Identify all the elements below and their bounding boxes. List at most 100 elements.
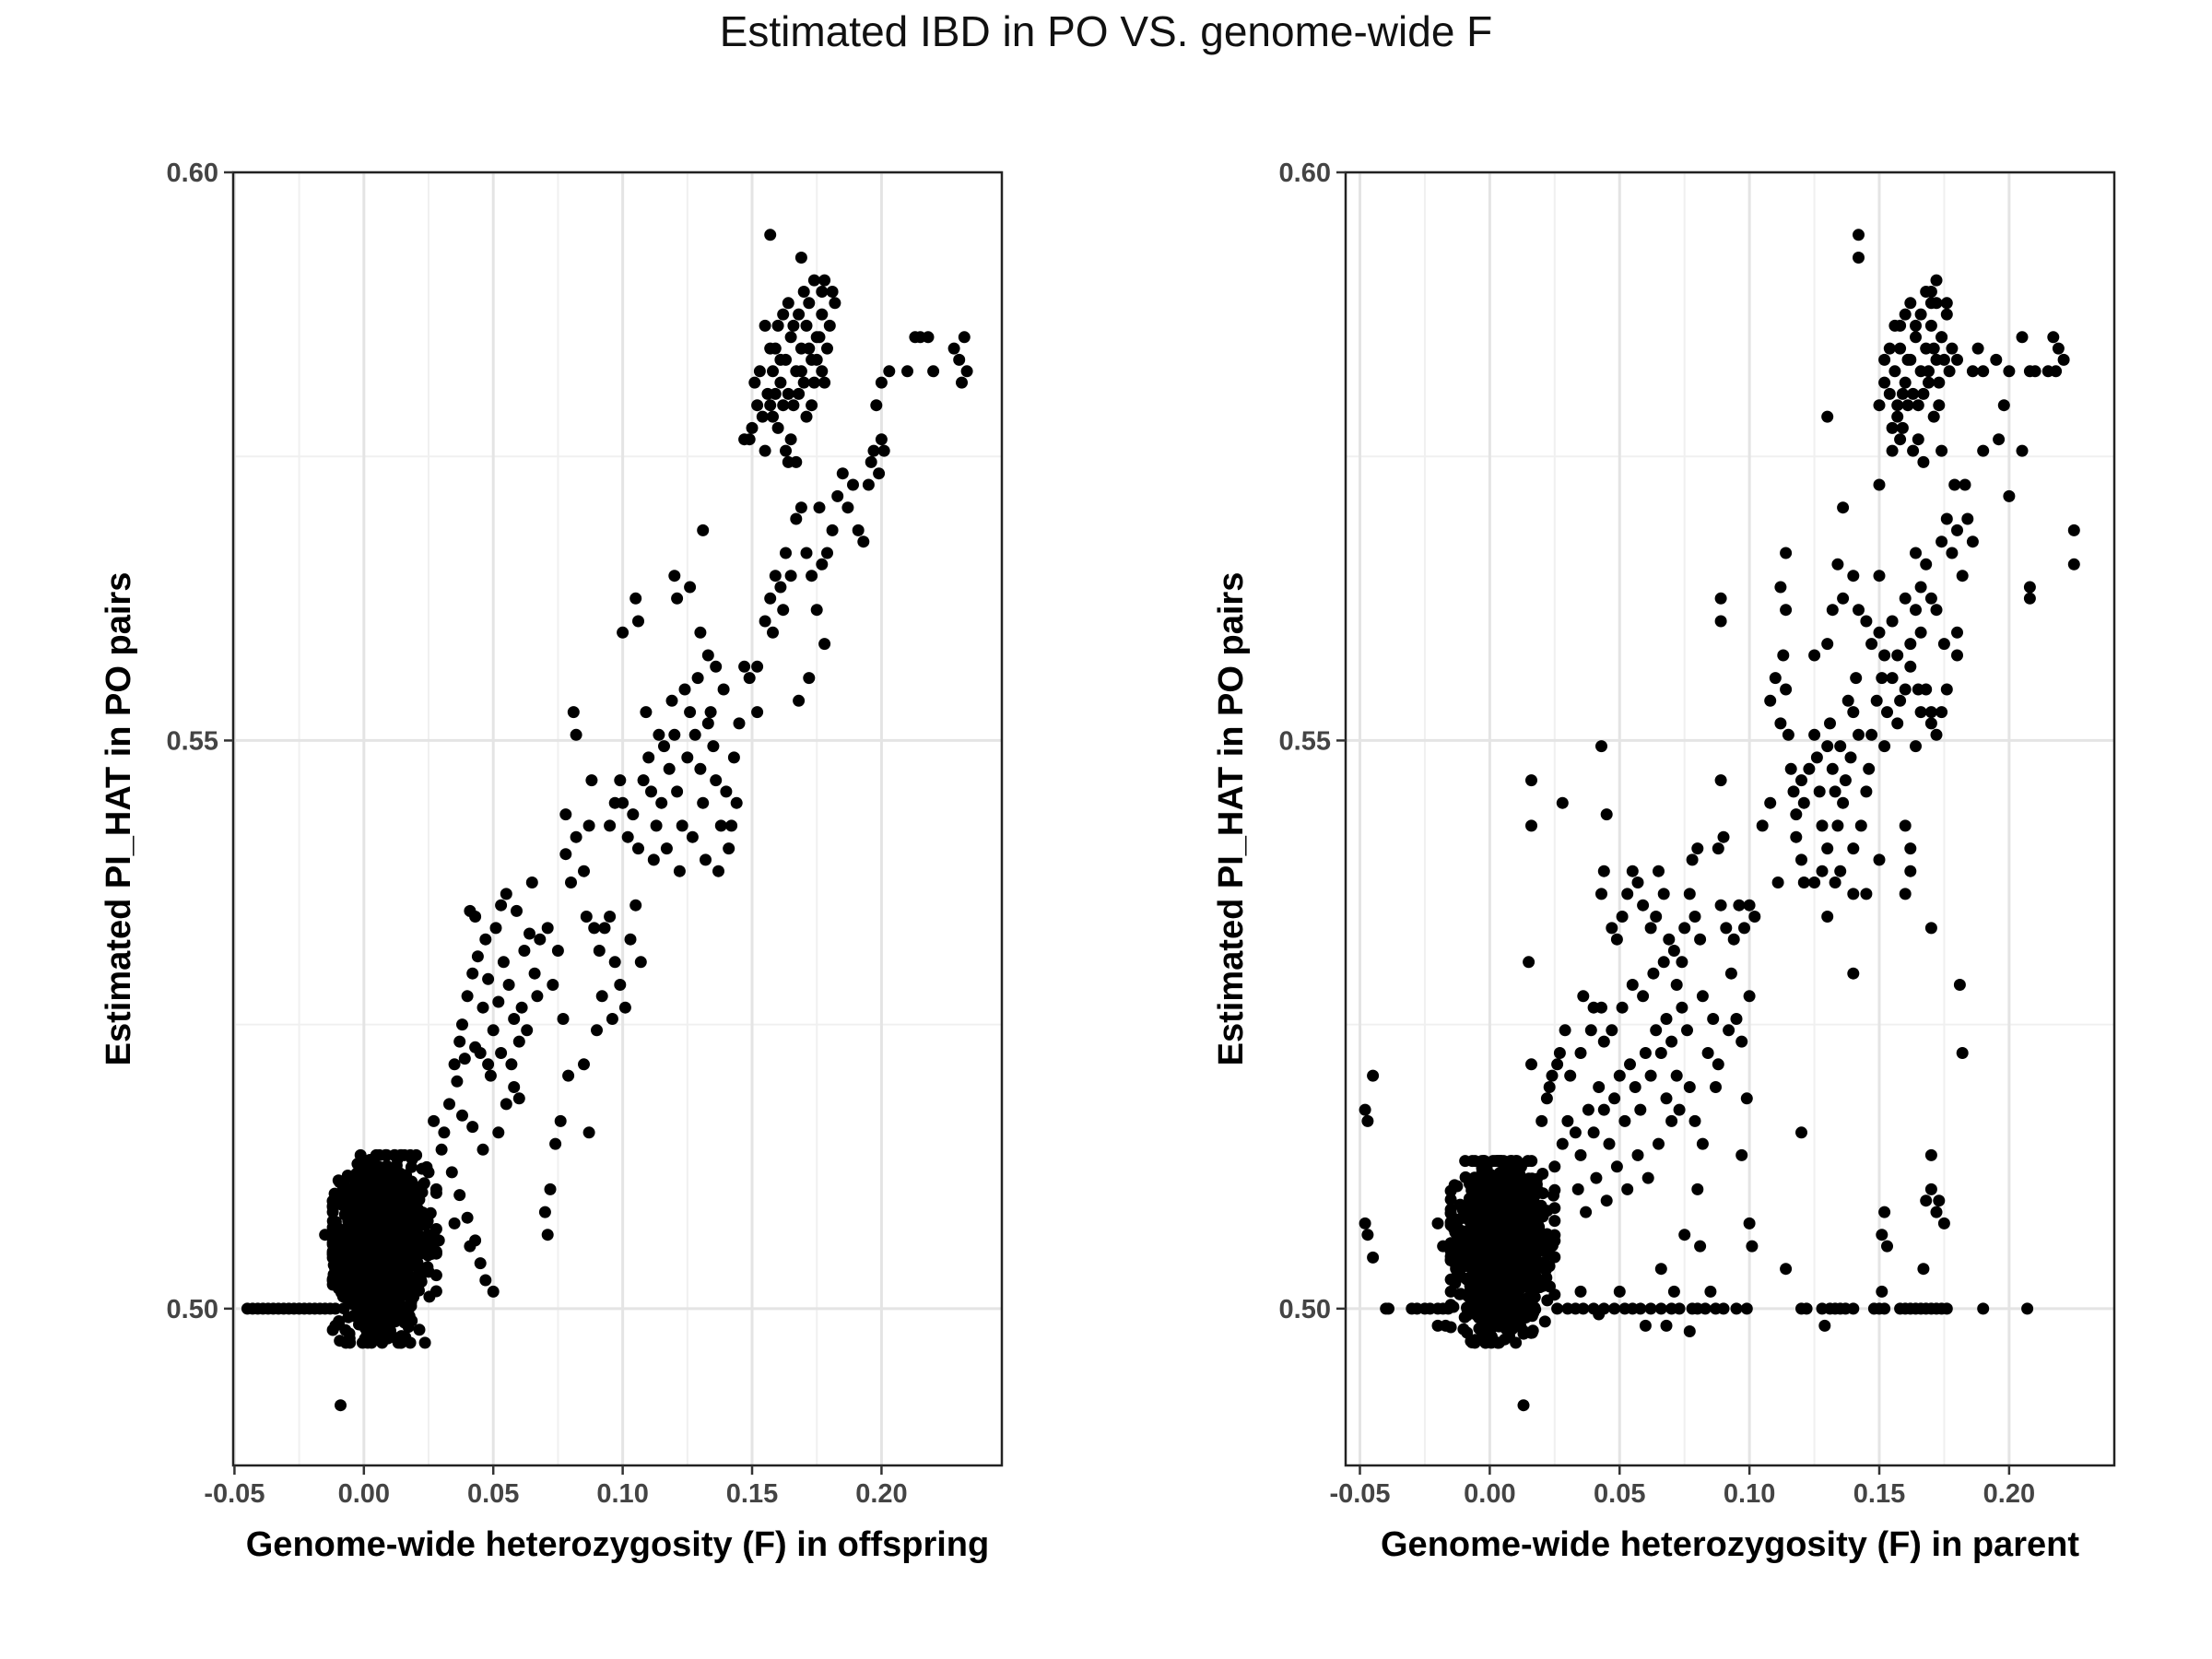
data-point — [1901, 353, 1914, 366]
data-point — [448, 1217, 461, 1230]
data-point — [578, 1058, 590, 1071]
data-point — [1899, 308, 1912, 321]
data-point — [1482, 1237, 1495, 1250]
data-point — [1696, 1137, 1709, 1150]
data-point — [443, 1098, 455, 1111]
data-point — [544, 1182, 557, 1195]
data-point — [1621, 1182, 1634, 1195]
data-point — [1816, 819, 1829, 832]
data-point — [1907, 444, 1920, 457]
data-point — [725, 819, 738, 832]
data-point — [956, 376, 968, 389]
data-point — [591, 1024, 603, 1037]
data-point — [1525, 1326, 1538, 1339]
data-point — [1933, 399, 1946, 412]
data-point — [1821, 911, 1834, 923]
data-point — [399, 1331, 412, 1344]
data-point — [1683, 1081, 1696, 1093]
data-point — [617, 796, 629, 809]
data-point — [559, 848, 572, 861]
data-point — [1946, 342, 1959, 355]
data-point — [1665, 1114, 1678, 1127]
data-point — [2021, 1302, 2034, 1315]
data-point — [1699, 1302, 1712, 1315]
data-point — [624, 933, 637, 946]
data-point — [479, 1274, 492, 1287]
data-point — [512, 1092, 525, 1105]
data-point — [1899, 888, 1912, 900]
data-point — [806, 399, 818, 412]
data-point — [1847, 570, 1860, 582]
data-point — [1491, 1248, 1504, 1261]
data-point — [1873, 478, 1886, 491]
data-point — [1873, 853, 1886, 866]
data-point — [1548, 1251, 1561, 1264]
data-point — [1618, 1114, 1631, 1127]
data-point — [1720, 922, 1733, 935]
data-point — [1740, 1302, 1753, 1315]
data-point — [1860, 888, 1873, 900]
data-point — [1556, 796, 1569, 809]
data-point — [927, 365, 940, 378]
data-point — [1917, 1263, 1930, 1276]
data-point — [1937, 1217, 1950, 1230]
data-point — [826, 524, 839, 536]
data-point — [1676, 1001, 1688, 1014]
data-point — [1780, 604, 1793, 617]
data-point — [471, 950, 484, 963]
data-point — [487, 1285, 500, 1298]
data-point — [1860, 785, 1873, 798]
data-point — [794, 365, 807, 378]
data-point — [1917, 387, 1930, 400]
data-point — [400, 1260, 413, 1273]
data-point — [1738, 922, 1750, 935]
data-point — [1904, 865, 1917, 877]
data-point — [1587, 1126, 1600, 1139]
data-point — [1899, 376, 1912, 389]
data-point — [388, 1148, 401, 1161]
data-point — [369, 1165, 382, 1178]
data-point — [482, 1058, 495, 1071]
data-point — [818, 274, 831, 287]
data-point — [1481, 1279, 1494, 1291]
data-point — [1515, 1158, 1528, 1171]
data-point — [1481, 1172, 1494, 1185]
data-point — [777, 604, 790, 617]
data-point — [1477, 1253, 1490, 1266]
data-point — [1936, 535, 1948, 548]
data-point — [1490, 1286, 1503, 1299]
data-point — [720, 785, 733, 798]
data-point — [1907, 387, 1920, 400]
data-point — [684, 706, 697, 719]
data-point — [1865, 638, 1878, 651]
data-point — [1582, 1103, 1594, 1116]
data-point — [435, 1143, 448, 1156]
data-point — [2067, 558, 2080, 571]
data-point — [1597, 1103, 1610, 1116]
x-tick-label: -0.05 — [204, 1479, 265, 1509]
data-point — [784, 433, 797, 446]
data-point — [1467, 1267, 1480, 1280]
data-point — [1514, 1181, 1527, 1194]
data-point — [707, 740, 720, 753]
data-point — [588, 922, 601, 935]
data-point — [1803, 762, 1816, 775]
y-axis-label: Estimated PI_HAT in PO pairs — [1212, 572, 1251, 1066]
data-point — [1901, 399, 1914, 412]
data-point — [1774, 717, 1787, 730]
data-point — [1597, 865, 1610, 877]
data-point — [647, 853, 660, 866]
data-point — [585, 774, 598, 787]
data-point — [1444, 1203, 1457, 1216]
data-point — [562, 1069, 575, 1082]
data-point — [704, 706, 717, 719]
data-point — [1795, 1126, 1807, 1139]
data-point — [1535, 1244, 1548, 1257]
data-point — [1667, 1285, 1680, 1298]
data-point — [1574, 1047, 1587, 1059]
data-point — [1936, 444, 1948, 457]
data-point — [1694, 933, 1707, 946]
data-point — [1891, 410, 1904, 423]
data-point — [1894, 342, 1907, 355]
data-point — [438, 1126, 451, 1139]
